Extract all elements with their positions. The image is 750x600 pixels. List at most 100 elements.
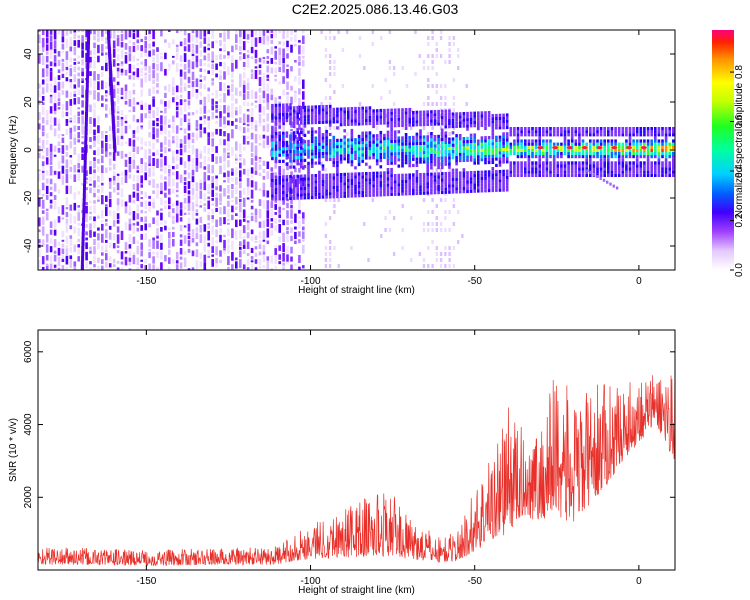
heatmap-cell [132,223,136,226]
heatmap-cell [282,109,285,113]
heatmap-cell [81,50,84,58]
heatmap-cell [448,115,451,119]
heatmap-cell [401,204,404,208]
heatmap-cell [668,170,671,174]
heatmap-cell [300,143,303,147]
heatmap-cell [292,153,296,157]
heatmap-cell [152,63,155,70]
heatmap-cell [302,101,305,109]
heatmap-cell [325,129,328,134]
heatmap-cell [289,153,292,157]
heatmap-cell [419,141,422,145]
heatmap-cell [397,155,401,159]
heatmap-cell [246,30,250,34]
heatmap-cell [379,115,383,119]
heatmap-cell [93,216,96,222]
heatmap-cell [524,155,527,159]
heatmap-cell [452,108,456,112]
heatmap-cell [207,225,210,230]
heatmap-cell [451,153,455,157]
heatmap-cell [266,41,270,46]
heatmap-cell [116,151,120,156]
heatmap-cell [336,179,339,183]
heatmap-cell [187,248,191,253]
heatmap-cell [440,134,444,138]
heatmap-cell [444,175,448,179]
heatmap-cell [278,219,281,223]
heatmap-cell [140,89,143,97]
heatmap-cell [278,41,281,45]
heatmap-cell [140,216,143,222]
heatmap-cell [227,208,230,218]
heatmap-cell [324,252,328,256]
heatmap-cell [302,212,305,219]
heatmap-cell [231,168,234,172]
heatmap-cell [307,130,310,134]
heatmap-cell [513,161,516,165]
heatmap-cell [393,180,397,184]
heatmap-cell [549,167,552,171]
heatmap-cell [242,67,246,70]
heatmap-cell [412,114,415,118]
heatmap-cell [108,30,112,39]
heatmap-cell [643,139,646,143]
heatmap-cell [271,178,274,182]
heatmap-cell [466,111,469,116]
heatmap-cell [455,118,458,122]
heatmap-cell [318,186,321,190]
heatmap-cell [298,216,301,220]
heatmap-cell [384,228,387,232]
heatmap-cell [105,244,108,250]
heatmap-cell [365,193,368,197]
heatmap-cell [199,252,203,260]
heatmap-cell [657,145,661,149]
heatmap-cell [223,131,226,137]
heatmap-cell [383,118,386,122]
heatmap-cell [83,164,87,170]
heatmap-cell [607,173,610,177]
heatmap-cell [603,164,606,168]
heatmap-cell [303,149,307,153]
heatmap-cell [430,141,433,145]
heatmap-cell [368,178,372,182]
heatmap-cell [124,91,128,100]
heatmap-cell [404,114,408,118]
heatmap-cell [520,167,523,171]
heatmap-cell [437,113,440,117]
heatmap-cell [271,157,274,161]
heatmap-cell [53,239,57,248]
heatmap-cell [49,116,53,123]
heatmap-cell [422,222,426,226]
heatmap-cell [563,173,567,177]
heatmap-cell [448,132,451,136]
heatmap-cell [144,216,147,223]
heatmap-cell [415,182,419,186]
heatmap-cell [302,35,305,44]
heatmap-cell [183,257,187,267]
heatmap-cell [491,148,495,152]
heatmap-cell [187,91,191,100]
heatmap-cell [298,123,301,130]
heatmap-cell [332,163,336,168]
heatmap-cell [466,118,469,122]
heatmap-cell [321,148,325,152]
heatmap-cell [140,52,143,58]
heatmap-cell [393,174,397,178]
heatmap-cell [350,185,354,189]
heatmap-cell [274,175,278,179]
heatmap-cell [435,42,438,46]
heatmap-cell [278,116,281,120]
heatmap-cell [296,137,299,141]
snr-xtick-label: 0 [636,576,642,587]
heatmap-cell [73,30,77,33]
heatmap-cell [321,186,325,190]
heatmap-cell [246,78,250,82]
heatmap-cell [246,177,250,187]
heatmap-cell [231,147,234,156]
heatmap-cell [41,68,45,78]
heatmap-cell [49,165,53,176]
heatmap-cell [278,196,281,207]
heatmap-cell [458,177,462,181]
heatmap-cell [239,213,242,219]
